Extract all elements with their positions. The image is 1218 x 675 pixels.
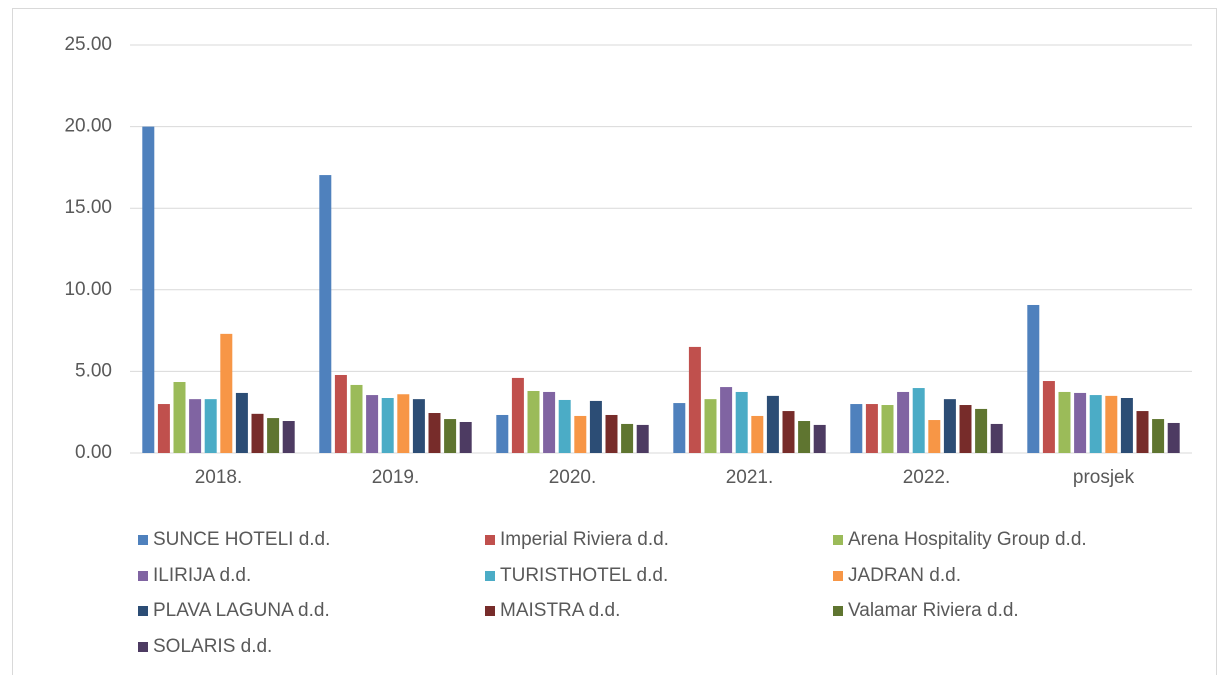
bar [1027,304,1040,453]
legend-swatch [138,642,148,652]
legend-swatch [833,535,843,545]
bar [251,413,264,453]
bar [334,374,347,453]
x-tick-label: 2018. [195,467,243,488]
bar [975,408,988,453]
y-tick-label: 0.00 [75,442,112,463]
bar [412,399,425,453]
bar [688,346,701,453]
bar [766,395,779,453]
legend-swatch [138,535,148,545]
bar [366,395,379,453]
bar [928,420,941,453]
bar [589,400,602,453]
bar [220,333,233,453]
legend-swatch [485,571,495,581]
bar [1058,391,1071,453]
legend-swatch [138,606,148,616]
bar [735,391,748,453]
bar [204,399,217,453]
bar [235,392,248,453]
bar [1074,392,1087,453]
bar [511,377,524,453]
bar [897,391,910,453]
legend-swatch [833,606,843,616]
bar [782,411,795,453]
legend-label: Valamar Riviera d.d. [848,600,1019,621]
legend-swatch [833,571,843,581]
y-tick-label: 10.00 [64,279,112,300]
legend-label: Arena Hospitality Group d.d. [848,529,1087,550]
bar [157,404,170,453]
legend-label: MAISTRA d.d. [500,600,620,621]
y-tick-label: 25.00 [64,34,112,55]
bar [319,175,332,453]
legend-label: PLAVA LAGUNA d.d. [153,600,330,621]
bar [1042,381,1055,453]
bar [865,404,878,453]
bar [990,423,1003,453]
x-tick-label: 2020. [549,467,597,488]
bar [881,405,894,453]
x-tick-label: 2021. [726,467,774,488]
bar [1120,398,1133,453]
bar [381,398,394,453]
bar [527,390,540,453]
bar [912,388,925,453]
y-tick-label: 15.00 [64,197,112,218]
bar [496,414,509,453]
bar [720,387,733,453]
bar [558,399,571,453]
bar [673,403,686,453]
bar [959,405,972,453]
bar [267,418,280,453]
bar [543,391,556,453]
y-tick-label: 5.00 [75,360,112,381]
bar [636,424,649,453]
legend-swatch [138,571,148,581]
legend-label: Imperial Riviera d.d. [500,529,669,550]
legend-swatch [485,535,495,545]
legend-swatch [485,606,495,616]
legend-label: JADRAN d.d. [848,565,961,586]
bar [397,394,410,453]
bar [574,415,587,453]
bar [173,382,186,453]
bar [751,415,764,453]
bar [850,404,863,453]
bar [798,421,811,453]
bar [813,424,826,453]
bar [621,423,634,453]
bar [605,414,618,453]
x-tick-label: 2022. [903,467,951,488]
bar [428,413,441,453]
bar [142,126,155,453]
x-tick-label: prosjek [1073,467,1135,488]
legend-label: TURISTHOTEL d.d. [500,565,668,586]
bar [704,399,717,453]
bar [1152,419,1165,453]
bar [1136,411,1149,453]
y-tick-label: 20.00 [64,116,112,137]
bar [282,421,295,453]
bar [444,419,457,453]
bar [350,384,363,453]
x-tick-label: 2019. [372,467,420,488]
bar [1089,395,1102,453]
bar [1167,422,1180,453]
bar [1105,395,1118,453]
bar [943,399,956,453]
legend-label: SUNCE HOTELI d.d. [153,529,330,550]
bar [189,399,202,453]
legend-label: ILIRIJA d.d. [153,565,251,586]
legend-label: SOLARIS d.d. [153,636,272,657]
chart-frame [12,8,1217,675]
bar [459,421,472,453]
